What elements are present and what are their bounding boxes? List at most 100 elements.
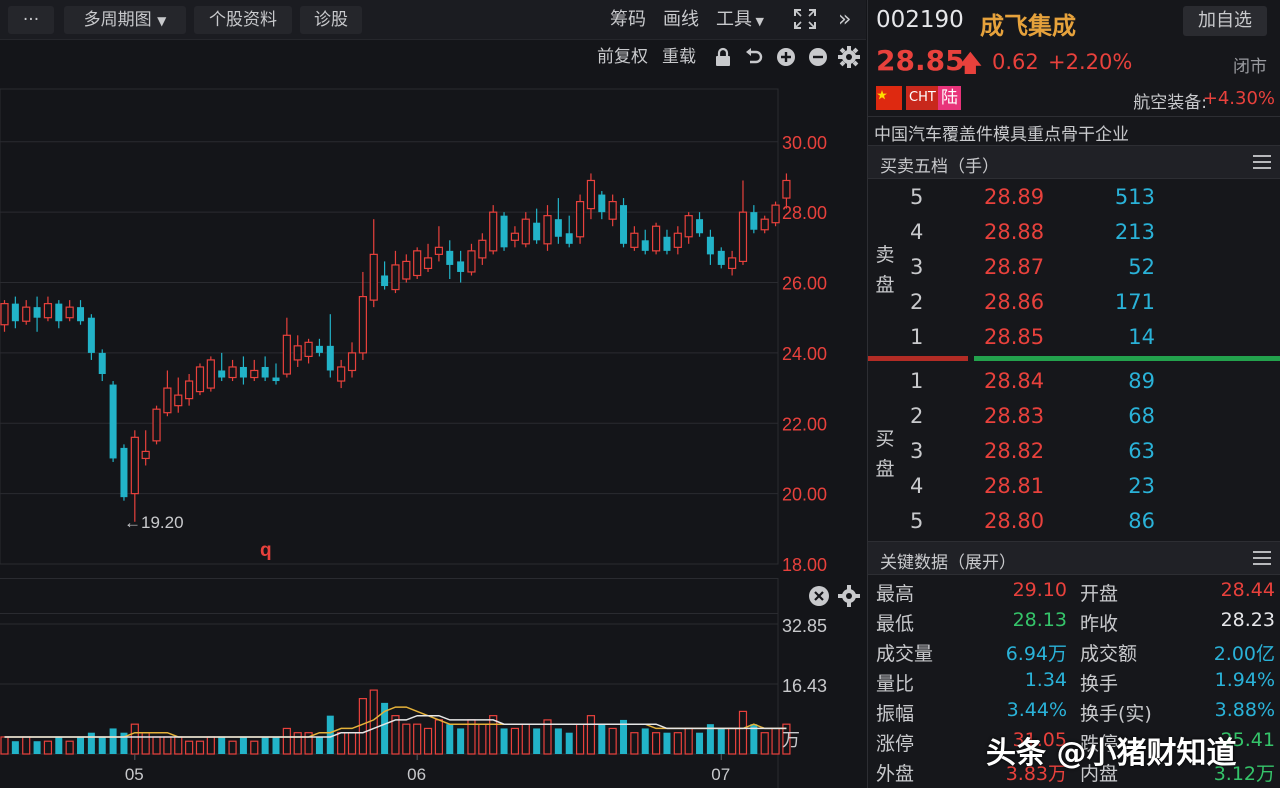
- volume-bar[interactable]: [500, 728, 508, 754]
- bid-row[interactable]: 2 28.83 68: [868, 400, 1280, 435]
- volume-bar[interactable]: [174, 736, 183, 755]
- volume-bar[interactable]: [630, 732, 639, 755]
- volume-bar[interactable]: [250, 740, 259, 755]
- volume-bar[interactable]: [446, 724, 454, 754]
- undo-icon[interactable]: [743, 46, 765, 68]
- candle[interactable]: [608, 194, 617, 227]
- candle[interactable]: [98, 349, 106, 382]
- candle[interactable]: [315, 338, 323, 357]
- volume-bar[interactable]: [87, 732, 95, 754]
- candle[interactable]: [293, 335, 302, 367]
- candle[interactable]: [358, 271, 367, 360]
- volume-bar[interactable]: [402, 723, 411, 755]
- candle[interactable]: [402, 254, 411, 283]
- candle[interactable]: [218, 352, 226, 382]
- candle[interactable]: [478, 233, 487, 265]
- candle[interactable]: [717, 247, 725, 269]
- bid-row[interactable]: 4 28.81 23: [868, 470, 1280, 505]
- candle[interactable]: [750, 205, 758, 234]
- volume-bar[interactable]: [717, 728, 725, 754]
- volume-bar[interactable]: [239, 736, 247, 754]
- ask-row[interactable]: 4 28.88 213: [868, 216, 1280, 251]
- ask-row[interactable]: 3 28.87 52: [868, 251, 1280, 286]
- candle[interactable]: [109, 381, 117, 462]
- collapse-sidebar-icon[interactable]: »: [838, 7, 852, 32]
- volume-bar[interactable]: [575, 723, 585, 755]
- volume-bar[interactable]: [65, 740, 74, 755]
- key-data-header[interactable]: 关键数据（展开）: [868, 541, 1280, 575]
- sector-label[interactable]: 航空装备:: [1133, 93, 1207, 113]
- candle[interactable]: [381, 261, 389, 290]
- volume-bar[interactable]: [218, 736, 226, 754]
- candle[interactable]: [33, 296, 41, 332]
- volume-bar[interactable]: [510, 727, 520, 755]
- candle[interactable]: [304, 338, 313, 364]
- candle[interactable]: [369, 219, 378, 308]
- volume-bar[interactable]: [22, 736, 31, 755]
- volume-bar[interactable]: [543, 719, 552, 755]
- volume-bar[interactable]: [598, 724, 606, 754]
- candlestick-chart[interactable]: 30.00 28.00 26.00 24.00 22.00 20.00 18.00 ←19.…: [0, 74, 866, 578]
- volume-bar[interactable]: [282, 727, 291, 755]
- volume-bar[interactable]: [120, 732, 128, 754]
- diagnose-button[interactable]: 诊股: [300, 6, 362, 34]
- candle[interactable]: [239, 356, 247, 385]
- expand-icon[interactable]: [793, 8, 817, 36]
- volume-bar[interactable]: [130, 723, 139, 755]
- candle[interactable]: [489, 205, 498, 255]
- adjust-mode-button[interactable]: 前复权: [597, 47, 648, 67]
- volume-bar[interactable]: [608, 727, 617, 755]
- volume-bar[interactable]: [750, 724, 758, 754]
- candle[interactable]: [457, 250, 465, 283]
- candle[interactable]: [533, 208, 541, 244]
- candle[interactable]: [663, 229, 671, 255]
- volume-bar[interactable]: [163, 736, 172, 755]
- volume-bar[interactable]: [696, 732, 704, 754]
- candle[interactable]: [782, 173, 791, 209]
- candle[interactable]: [413, 247, 422, 279]
- candle[interactable]: [391, 250, 400, 294]
- volume-bar[interactable]: [478, 723, 487, 755]
- volume-bar[interactable]: [109, 728, 117, 754]
- volume-bar[interactable]: [620, 719, 628, 754]
- volume-bar[interactable]: [554, 728, 562, 754]
- volume-bar[interactable]: [684, 727, 693, 755]
- volume-bar[interactable]: [738, 710, 748, 755]
- volume-bar[interactable]: [521, 723, 530, 755]
- volume-bar[interactable]: [358, 698, 367, 755]
- volume-bar[interactable]: [381, 702, 389, 754]
- candle[interactable]: [554, 198, 562, 244]
- volume-bar[interactable]: [0, 736, 9, 755]
- bid-row[interactable]: 5 28.80 86: [868, 505, 1280, 540]
- candle[interactable]: [728, 250, 737, 276]
- volume-bar[interactable]: [728, 727, 737, 755]
- volume-settings-gear-icon[interactable]: [838, 585, 860, 611]
- candle[interactable]: [347, 342, 357, 378]
- candle[interactable]: [630, 226, 639, 251]
- volume-bar[interactable]: [141, 732, 150, 755]
- candle[interactable]: [0, 300, 9, 332]
- volume-bar[interactable]: [771, 727, 780, 755]
- volume-bar[interactable]: [434, 719, 443, 755]
- candle[interactable]: [22, 300, 31, 325]
- candle[interactable]: [206, 356, 215, 392]
- menu-icon[interactable]: [1253, 155, 1271, 169]
- candle[interactable]: [684, 212, 693, 244]
- candle[interactable]: [326, 314, 334, 378]
- volume-bar[interactable]: [315, 736, 323, 754]
- add-watchlist-button[interactable]: 加自选: [1183, 6, 1267, 36]
- ask-row[interactable]: 1 28.85 14: [868, 321, 1280, 356]
- volume-bar[interactable]: [43, 740, 53, 755]
- candle[interactable]: [575, 194, 585, 244]
- candle[interactable]: [771, 201, 780, 227]
- candle[interactable]: [673, 226, 682, 255]
- lock-icon[interactable]: [712, 46, 734, 68]
- candle[interactable]: [250, 359, 259, 382]
- volume-bar[interactable]: [651, 732, 661, 755]
- bid-row[interactable]: 1 28.84 89: [868, 365, 1280, 400]
- candle[interactable]: [521, 212, 530, 248]
- candle[interactable]: [565, 215, 573, 248]
- candle[interactable]: [130, 430, 139, 522]
- volume-bar[interactable]: [533, 728, 541, 754]
- candle[interactable]: [586, 173, 596, 220]
